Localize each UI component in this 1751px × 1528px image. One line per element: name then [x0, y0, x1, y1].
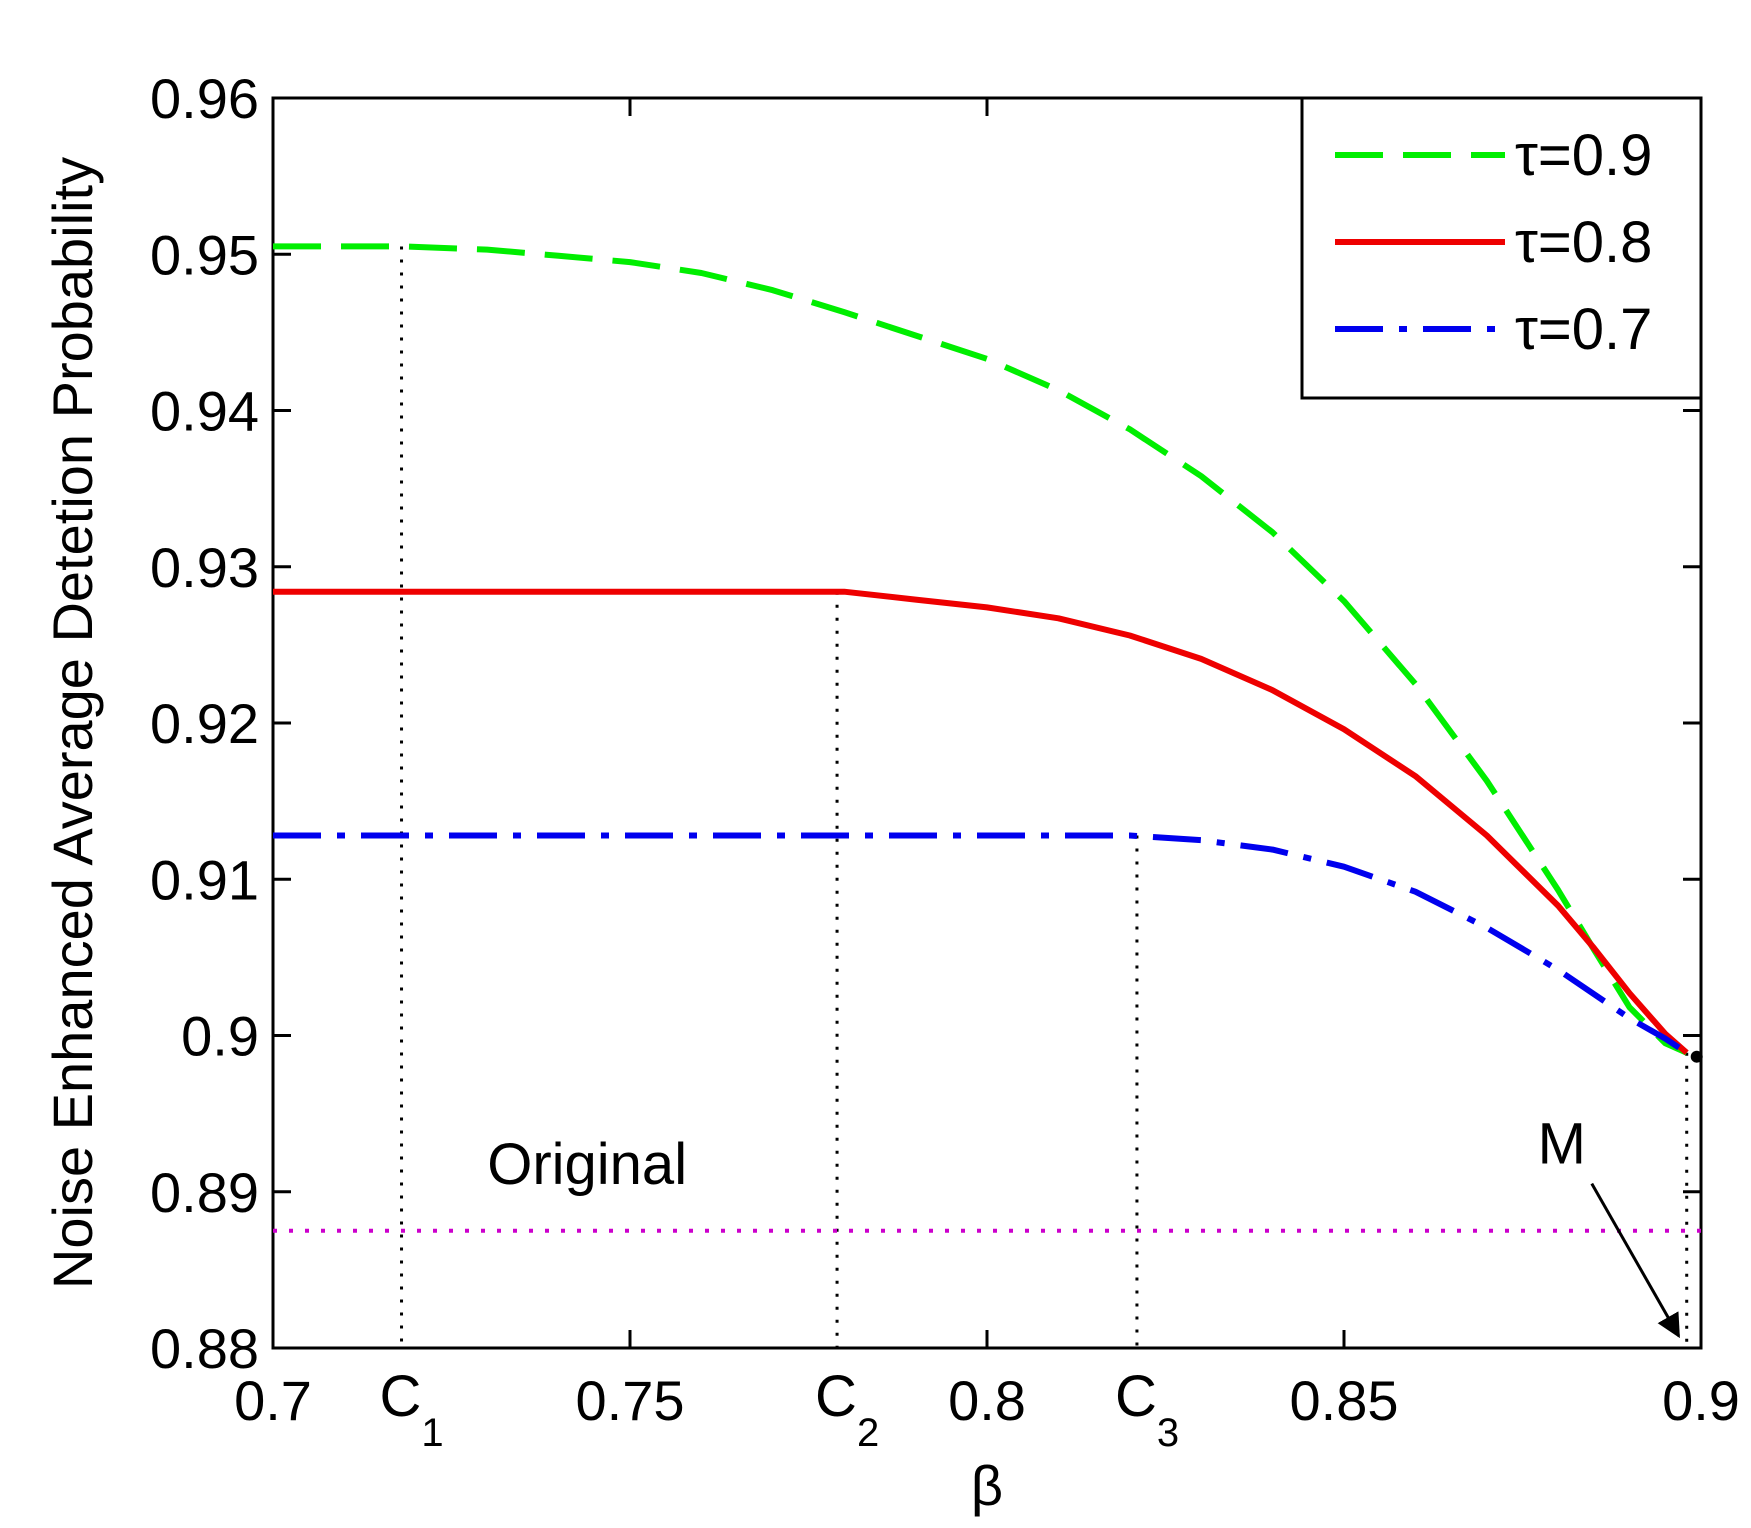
series-line	[273, 588, 1689, 1055]
legend: τ=0.9 τ=0.8 τ=0.7	[1300, 96, 1703, 400]
y-axis-label: Noise Enhanced Average Detetion Probabil…	[41, 157, 104, 1289]
original-label: Original	[487, 1132, 687, 1197]
legend-box	[1300, 96, 1703, 400]
critical-point-label: C1	[380, 1364, 444, 1455]
y-axis-ticks: 0.88 0.89 0.9 0.91 0.92 0.93 0.94 0.95 0.96	[150, 67, 1701, 1380]
point-m-marker	[1690, 1050, 1703, 1063]
x-tick-label: 0.75	[576, 1369, 685, 1432]
critical-point-label: C2	[815, 1364, 879, 1455]
y-tick-label: 0.96	[150, 67, 259, 130]
x-tick-label: 0.7	[234, 1369, 312, 1432]
x-tick-label: 0.85	[1290, 1369, 1399, 1432]
y-tick-label: 0.88	[150, 1317, 259, 1380]
y-tick-label: 0.93	[150, 536, 259, 599]
legend-label: τ=0.9	[1515, 123, 1652, 188]
point-m-label: M	[1538, 1112, 1586, 1177]
x-axis-ticks: 0.7 0.75 0.8 0.85 0.9	[234, 98, 1740, 1432]
y-tick-label: 0.95	[150, 223, 259, 286]
y-tick-label: 0.91	[150, 848, 259, 911]
point-m-arrow	[1590, 1182, 1681, 1339]
legend-label: τ=0.7	[1515, 297, 1652, 362]
x-tick-label: 0.9	[1662, 1369, 1740, 1432]
y-tick-label: 0.94	[150, 380, 259, 443]
y-tick-label: 0.9	[181, 1005, 259, 1068]
series-line	[273, 832, 1689, 1056]
series-lines	[273, 243, 1701, 1233]
series-line	[273, 243, 1688, 1056]
y-tick-label: 0.89	[150, 1161, 259, 1224]
y-tick-label: 0.92	[150, 692, 259, 755]
critical-point-label: C3	[1115, 1364, 1179, 1455]
legend-label: τ=0.8	[1515, 210, 1652, 275]
critical-point-guides	[400, 246, 1689, 1348]
x-tick-label: 0.8	[948, 1369, 1026, 1432]
x-axis-label: β	[971, 1454, 1003, 1517]
